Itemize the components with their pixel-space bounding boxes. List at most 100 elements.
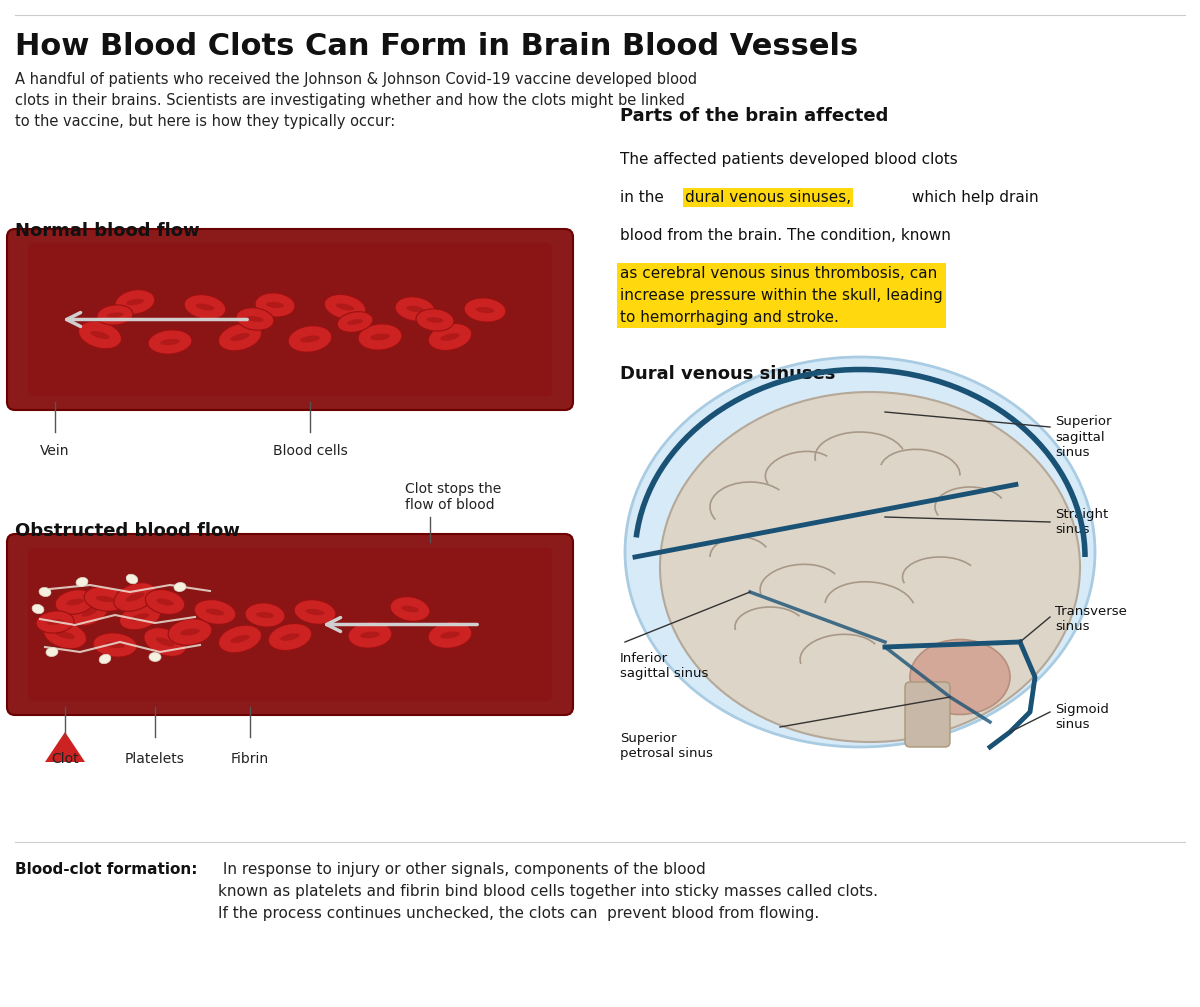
Ellipse shape bbox=[246, 316, 264, 322]
FancyBboxPatch shape bbox=[7, 229, 574, 410]
Ellipse shape bbox=[464, 298, 506, 322]
Text: Platelets: Platelets bbox=[125, 752, 185, 766]
Ellipse shape bbox=[40, 587, 50, 596]
Ellipse shape bbox=[347, 319, 362, 325]
Ellipse shape bbox=[126, 574, 138, 584]
Ellipse shape bbox=[288, 326, 332, 352]
Ellipse shape bbox=[168, 618, 212, 645]
Ellipse shape bbox=[218, 625, 262, 653]
Text: The affected patients developed blood clots: The affected patients developed blood cl… bbox=[620, 152, 958, 167]
Text: Blood-clot formation:: Blood-clot formation: bbox=[14, 862, 198, 877]
Text: dural venous sinuses,: dural venous sinuses, bbox=[685, 190, 851, 205]
Ellipse shape bbox=[306, 609, 324, 615]
Text: Superior
petrosal sinus: Superior petrosal sinus bbox=[620, 732, 713, 760]
Ellipse shape bbox=[426, 317, 444, 323]
Ellipse shape bbox=[194, 599, 235, 624]
Text: Superior
sagittal
sinus: Superior sagittal sinus bbox=[1055, 416, 1111, 458]
Ellipse shape bbox=[269, 623, 312, 651]
Ellipse shape bbox=[230, 333, 250, 341]
Ellipse shape bbox=[625, 357, 1096, 747]
Ellipse shape bbox=[71, 598, 109, 625]
Ellipse shape bbox=[370, 333, 390, 340]
Ellipse shape bbox=[256, 293, 295, 317]
Ellipse shape bbox=[428, 621, 472, 649]
Ellipse shape bbox=[180, 628, 200, 635]
Text: Dural venous sinuses: Dural venous sinuses bbox=[620, 365, 835, 383]
Ellipse shape bbox=[156, 637, 174, 646]
Ellipse shape bbox=[126, 299, 144, 305]
Polygon shape bbox=[46, 732, 85, 762]
Ellipse shape bbox=[218, 323, 262, 350]
Text: as cerebral venous sinus thrombosis, can
increase pressure within the skull, lea: as cerebral venous sinus thrombosis, can… bbox=[620, 266, 943, 325]
Text: Normal blood flow: Normal blood flow bbox=[14, 222, 199, 240]
Ellipse shape bbox=[120, 604, 161, 629]
Ellipse shape bbox=[401, 605, 419, 612]
Ellipse shape bbox=[348, 622, 392, 649]
Ellipse shape bbox=[97, 305, 133, 325]
Text: Inferior
sagittal sinus: Inferior sagittal sinus bbox=[620, 652, 708, 680]
Ellipse shape bbox=[294, 600, 336, 624]
Ellipse shape bbox=[55, 631, 74, 639]
Ellipse shape bbox=[144, 627, 186, 657]
Ellipse shape bbox=[205, 608, 224, 615]
Text: Straight
sinus: Straight sinus bbox=[1055, 508, 1109, 536]
Ellipse shape bbox=[82, 607, 98, 616]
Ellipse shape bbox=[148, 330, 192, 354]
FancyBboxPatch shape bbox=[905, 682, 950, 747]
Ellipse shape bbox=[358, 324, 402, 350]
Text: Parts of the brain affected: Parts of the brain affected bbox=[620, 107, 888, 125]
Ellipse shape bbox=[131, 613, 149, 620]
Text: Sigmoid
sinus: Sigmoid sinus bbox=[1055, 703, 1109, 731]
Ellipse shape bbox=[910, 639, 1010, 715]
Ellipse shape bbox=[90, 331, 109, 339]
Ellipse shape bbox=[36, 611, 74, 633]
Ellipse shape bbox=[114, 583, 156, 611]
Ellipse shape bbox=[245, 603, 284, 627]
Ellipse shape bbox=[145, 589, 185, 614]
Ellipse shape bbox=[230, 635, 250, 643]
Ellipse shape bbox=[100, 655, 110, 664]
FancyBboxPatch shape bbox=[28, 243, 552, 396]
Ellipse shape bbox=[324, 294, 366, 319]
FancyBboxPatch shape bbox=[7, 534, 574, 715]
Ellipse shape bbox=[149, 653, 161, 662]
Text: A handful of patients who received the Johnson & Johnson Covid-19 vaccine develo: A handful of patients who received the J… bbox=[14, 71, 697, 129]
Ellipse shape bbox=[406, 306, 424, 312]
Text: In response to injury or other signals, components of the blood
known as platele: In response to injury or other signals, … bbox=[218, 862, 878, 921]
Text: Blood cells: Blood cells bbox=[272, 444, 347, 458]
Ellipse shape bbox=[196, 304, 215, 310]
Ellipse shape bbox=[47, 619, 64, 624]
Ellipse shape bbox=[174, 582, 186, 591]
Ellipse shape bbox=[336, 303, 354, 310]
Text: Obstructed blood flow: Obstructed blood flow bbox=[14, 522, 240, 540]
Ellipse shape bbox=[281, 633, 300, 640]
Ellipse shape bbox=[94, 632, 137, 658]
Ellipse shape bbox=[475, 307, 494, 313]
Ellipse shape bbox=[126, 592, 144, 601]
Ellipse shape bbox=[337, 312, 373, 332]
Ellipse shape bbox=[55, 590, 95, 614]
Ellipse shape bbox=[185, 295, 226, 319]
FancyBboxPatch shape bbox=[28, 548, 552, 701]
Ellipse shape bbox=[440, 631, 460, 638]
Ellipse shape bbox=[66, 598, 84, 605]
Ellipse shape bbox=[300, 335, 320, 342]
Ellipse shape bbox=[360, 631, 380, 638]
Text: blood from the brain. The condition, known: blood from the brain. The condition, kno… bbox=[620, 228, 950, 243]
Ellipse shape bbox=[395, 297, 434, 321]
Ellipse shape bbox=[115, 290, 155, 314]
Text: which help drain: which help drain bbox=[907, 190, 1039, 205]
Text: in the: in the bbox=[620, 190, 668, 205]
Ellipse shape bbox=[106, 641, 125, 649]
Ellipse shape bbox=[78, 321, 121, 348]
Ellipse shape bbox=[266, 302, 284, 308]
Ellipse shape bbox=[160, 339, 180, 345]
Text: Fibrin: Fibrin bbox=[230, 752, 269, 766]
Text: How Blood Clots Can Form in Brain Blood Vessels: How Blood Clots Can Form in Brain Blood … bbox=[14, 32, 858, 61]
Ellipse shape bbox=[96, 596, 114, 602]
Ellipse shape bbox=[256, 612, 274, 618]
Ellipse shape bbox=[46, 648, 58, 657]
Ellipse shape bbox=[156, 598, 174, 605]
Ellipse shape bbox=[428, 323, 472, 350]
Ellipse shape bbox=[390, 597, 430, 621]
